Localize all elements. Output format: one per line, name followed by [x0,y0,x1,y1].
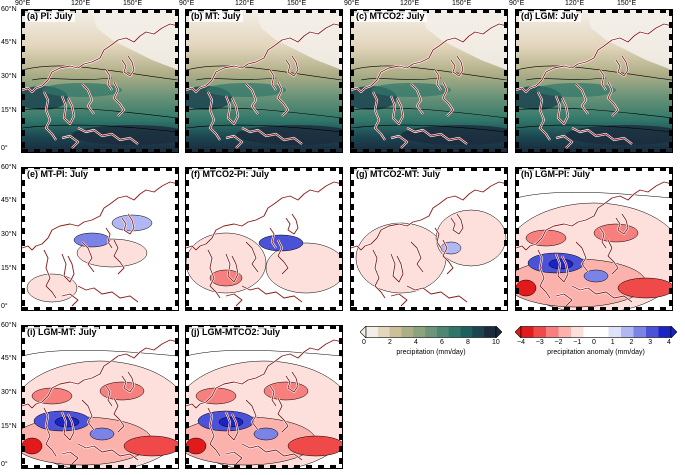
lat-tick-label: 0° [1,145,8,152]
lat-tick-label: 30°N [1,231,17,238]
map-b [186,10,342,152]
colorbar-tick-label: 3 [648,339,653,346]
cbar-anom-swatches [514,325,678,339]
panel-title-a: (a) PI: July [25,11,75,22]
lat-tick-label: 45°N [1,39,17,46]
panel-c: (c) MTCO2: July [350,9,508,153]
colorbar-tick-label: 2 [388,339,392,346]
lon-tick-label: 150°E [617,0,637,7]
lat-tick-label: 60°N [1,322,17,329]
colorbar-tick-label: −3 [535,339,544,346]
colorbar-tick-label: 4 [667,339,671,346]
lat-tick-label: 30°N [1,73,17,80]
colorbar-label: precipitation (mm/day) [396,349,466,356]
map-c [351,10,507,152]
colorbar-tick-label: 1 [610,339,615,346]
map-h [516,168,672,310]
panel-title-f: (f) MTCO2-PI: July [189,169,271,180]
panel-d: (d) LGM: July [515,9,673,153]
panel-b: (b) MT: July [185,9,343,153]
lon-tick-label: 120°E [235,0,255,7]
lat-tick-label: 0° [1,303,8,310]
lat-tick-label: 15°N [1,265,17,272]
colorbar-tick-label: 2 [629,339,634,346]
cbar-precip-swatches [359,325,503,339]
lat-tick-label: 15°N [1,423,17,430]
colorbar-tick-label: 10 [492,339,500,346]
colorbar-tick-label: 8 [466,339,470,346]
panel-title-d: (d) LGM: July [519,11,581,22]
map-e [22,168,178,310]
lon-tick-label: 90°E [179,0,195,7]
map-a [22,10,178,152]
panel-g: (g) MTCO2-MT: July [350,167,508,311]
precip-colorbar: 0 2 4 6 8 10 precipitation (mm/day) [359,325,503,356]
lat-tick-label: 45°N [1,355,17,362]
panel-title-g: (g) MTCO2-MT: July [354,169,442,180]
colorbar-tick-label: 0 [362,339,366,346]
panel-title-j: (j) LGM-MTCO2: July [189,327,282,338]
lon-tick-label: 150°E [452,0,472,7]
colorbar-tick-label: −2 [554,339,563,346]
lon-tick-label: 90°E [15,0,31,7]
lon-tick-label: 150°E [287,0,307,7]
colorbar-tick-label: 4 [414,339,418,346]
panel-title-h: (h) LGM-PI: July [519,169,592,180]
colorbar-label: precipitation anomaly (mm/day) [547,349,645,356]
colorbar-tick-label: 6 [440,339,444,346]
lon-tick-label: 120°E [400,0,420,7]
map-i [22,326,178,468]
lat-tick-label: 45°N [1,197,17,204]
map-j [186,326,342,468]
lat-tick-label: 0° [1,461,8,468]
panel-i: (i) LGM-MT: July [21,325,179,469]
panel-a: (a) PI: July [21,9,179,153]
anomaly-colorbar: −4 −3 −2 −1 0 1 2 3 4 precipitation anomaly (mm/d… [514,325,678,356]
panel-e: (e) MT-PI: July [21,167,179,311]
panel-title-i: (i) LGM-MT: July [25,327,99,338]
colorbar-tick-label: 0 [592,339,596,346]
panel-title-c: (c) MTCO2: July [354,11,427,22]
map-d [516,10,672,152]
lon-tick-label: 120°E [71,0,91,7]
lon-tick-label: 90°E [509,0,525,7]
map-f [186,168,342,310]
panel-f: (f) MTCO2-PI: July [185,167,343,311]
panel-title-e: (e) MT-PI: July [25,169,91,180]
map-g [351,168,507,310]
lat-tick-label: 60°N [1,6,17,13]
colorbar-tick-label: −4 [517,339,525,346]
lon-tick-label: 150°E [123,0,143,7]
panel-title-b: (b) MT: July [189,11,243,22]
colorbar-tick-label: −1 [573,339,582,346]
panel-j: (j) LGM-MTCO2: July [185,325,343,469]
lat-tick-label: 15°N [1,107,17,114]
lon-tick-label: 90°E [344,0,360,7]
panel-h: (h) LGM-PI: July [515,167,673,311]
lon-tick-label: 120°E [565,0,585,7]
lat-tick-label: 60°N [1,164,17,171]
lat-tick-label: 30°N [1,389,17,396]
